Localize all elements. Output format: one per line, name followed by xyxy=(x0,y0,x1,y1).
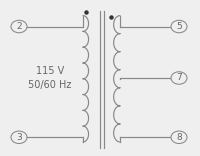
Text: 3: 3 xyxy=(16,133,22,142)
Text: 2: 2 xyxy=(16,22,22,31)
Text: 115 V
50/60 Hz: 115 V 50/60 Hz xyxy=(28,66,72,90)
Circle shape xyxy=(11,20,27,33)
Circle shape xyxy=(171,20,187,33)
Text: 8: 8 xyxy=(176,133,182,142)
Text: 5: 5 xyxy=(176,22,182,31)
Circle shape xyxy=(171,72,187,84)
Circle shape xyxy=(171,131,187,144)
Circle shape xyxy=(11,131,27,144)
Text: 7: 7 xyxy=(176,73,182,83)
